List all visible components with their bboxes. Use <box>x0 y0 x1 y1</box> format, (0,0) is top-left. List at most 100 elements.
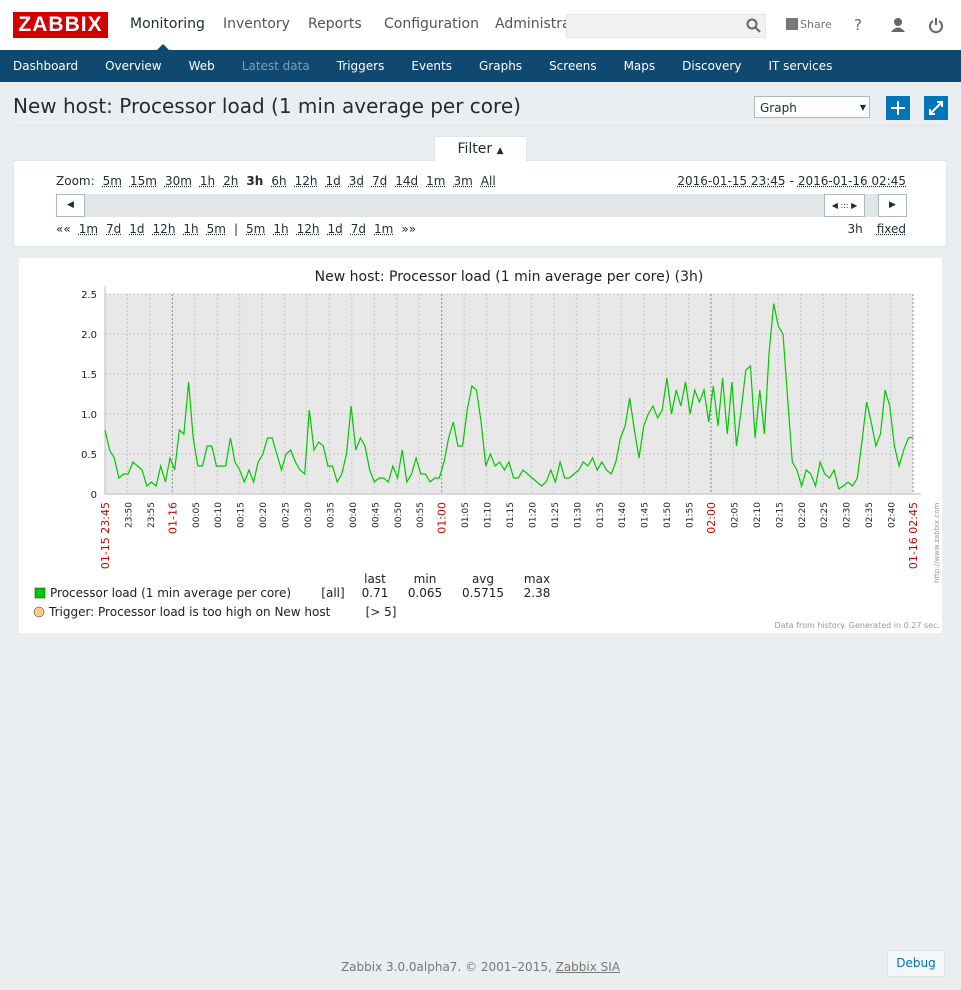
nav-item[interactable]: Reports <box>308 16 362 32</box>
fixed-toggle[interactable]: fixed <box>876 222 906 236</box>
x-tick-label: 02:25 <box>820 502 830 528</box>
scroll-handle[interactable]: ◀ ::: ▶ <box>824 194 865 217</box>
nav-item[interactable]: Configuration <box>384 16 479 32</box>
nav-forward-link[interactable]: 7d <box>350 222 367 236</box>
nav-back-link[interactable]: 12h <box>152 222 176 236</box>
add-button[interactable] <box>886 96 910 120</box>
scroll-left[interactable]: ◀ <box>56 194 85 217</box>
footer: Zabbix 3.0.0alpha7. © 2001–2015, Zabbix … <box>0 960 961 974</box>
zoom-link[interactable]: 1d <box>325 174 341 188</box>
sub-nav-item[interactable]: Dashboard <box>13 59 79 73</box>
x-tick-label: 01:05 <box>461 502 471 528</box>
nav-item[interactable]: Administrat <box>495 16 577 32</box>
sub-nav-item[interactable]: Triggers <box>336 59 385 73</box>
x-tick-label: 00:40 <box>349 502 359 528</box>
title-divider <box>13 125 947 126</box>
nav-forward-link[interactable]: 1d <box>327 222 343 236</box>
y-tick-label: 0 <box>91 490 97 501</box>
nav-forward-link[interactable]: 1m <box>374 222 394 236</box>
nav-back-link[interactable]: 1m <box>78 222 99 236</box>
nav-back-link[interactable]: 1d <box>129 222 145 236</box>
period-range: 2016-01-15 23:45-2016-01-16 02:45 <box>677 174 906 188</box>
logo[interactable]: ZABBIX <box>13 12 108 38</box>
nav-back-link[interactable]: 1h <box>183 222 199 236</box>
zoom-link[interactable]: 6h <box>271 174 287 188</box>
debug-button[interactable]: Debug <box>887 950 945 977</box>
legend-column-header: avg <box>472 572 494 586</box>
zoom-link[interactable]: 1h <box>199 174 216 188</box>
zoom-link[interactable]: 1m <box>426 174 446 188</box>
zoom-link[interactable]: 7d <box>371 174 388 188</box>
x-tick-label: 02:30 <box>843 502 853 528</box>
nav-divider: | <box>234 222 239 236</box>
x-tick-label: 01:25 <box>551 502 561 528</box>
zoom-link[interactable]: 2h <box>223 174 239 188</box>
zoom-label: Zoom: <box>56 174 95 188</box>
scrollbar[interactable] <box>56 194 907 217</box>
nav-forward-link[interactable]: 5m <box>246 222 266 236</box>
x-tick-label: 01:35 <box>596 502 606 528</box>
sub-nav-item[interactable]: Events <box>411 59 452 73</box>
footer-link[interactable]: Zabbix SIA <box>555 960 621 974</box>
x-tick-label: 01:45 <box>641 502 651 528</box>
graph: New host: Processor load (1 min average … <box>33 269 941 630</box>
trigger-name: Trigger: Processor load is too high on N… <box>48 605 331 619</box>
fullscreen-button[interactable] <box>924 96 948 120</box>
profile-icon[interactable] <box>890 17 906 33</box>
x-tick-label: 02:20 <box>798 502 808 528</box>
y-tick-label: 0.5 <box>81 450 97 461</box>
view-select-value: Graph <box>760 101 797 115</box>
period-length: 3h <box>847 222 863 236</box>
sub-nav-item[interactable]: Overview <box>105 59 162 73</box>
nav-item[interactable]: Monitoring <box>130 16 205 32</box>
zoom-link[interactable]: 3d <box>348 174 364 188</box>
sub-nav-item[interactable]: Discovery <box>682 59 742 73</box>
legend-column-header: last <box>364 572 386 586</box>
period-to[interactable]: 2016-01-16 02:45 <box>797 174 906 188</box>
help-link[interactable]: ? <box>854 16 862 34</box>
sub-nav-item[interactable]: Graphs <box>479 59 523 73</box>
share-link[interactable]: Share <box>800 18 832 31</box>
legend-value: 0.71 <box>362 586 389 600</box>
nav-back-link[interactable]: «« <box>56 222 71 236</box>
nav-back-link[interactable]: 7d <box>106 222 122 236</box>
x-tick-label: 01-15 23:45 <box>99 502 112 569</box>
sub-nav-item[interactable]: Latest data <box>241 59 310 73</box>
nav-item[interactable]: Inventory <box>223 16 290 32</box>
sub-nav-item[interactable]: Web <box>188 59 215 73</box>
x-tick-label: 01-16 <box>166 502 179 534</box>
filter-tab[interactable]: Filter ▲ <box>434 136 527 161</box>
sub-nav-item[interactable]: Screens <box>549 59 597 73</box>
sub-nav-item[interactable]: IT services <box>768 59 833 73</box>
scroll-right[interactable]: ▶ <box>878 194 907 217</box>
zoom-link[interactable]: 3h <box>246 174 264 188</box>
nav-back-link[interactable]: 5m <box>206 222 226 236</box>
legend-column-header: max <box>524 572 550 586</box>
zoom-link[interactable]: 14d <box>395 174 419 188</box>
legend-value: 0.065 <box>408 586 442 600</box>
x-tick-label: 01:40 <box>618 502 628 528</box>
zoom-link[interactable]: 15m <box>129 174 157 188</box>
view-select[interactable]: Graph ▼ <box>754 96 870 118</box>
search-icon <box>746 18 761 33</box>
x-tick-label: 01:30 <box>573 502 583 528</box>
x-tick-label: 02:40 <box>888 502 898 528</box>
x-tick-label: 00:50 <box>394 502 404 528</box>
logout-icon[interactable] <box>928 17 944 33</box>
x-tick-label: 23:55 <box>147 502 157 528</box>
zoom-link[interactable]: 5m <box>102 174 122 188</box>
filter-arrow: ▲ <box>496 146 504 156</box>
period-from[interactable]: 2016-01-15 23:45 <box>677 174 786 188</box>
search-box[interactable] <box>566 14 766 38</box>
sub-nav-item[interactable]: Maps <box>623 59 656 73</box>
zoom-link[interactable]: 3m <box>453 174 473 188</box>
header: ZABBIX Share ? Monitoring Inventory Report… <box>0 0 961 50</box>
nav-forward-link[interactable]: »» <box>401 222 417 236</box>
x-tick-label: 00:05 <box>192 502 202 528</box>
zoom-link[interactable]: 30m <box>164 174 192 188</box>
x-tick-label: 00:20 <box>259 502 269 528</box>
nav-forward-link[interactable]: 12h <box>296 222 320 236</box>
nav-forward-link[interactable]: 1h <box>273 222 289 236</box>
zoom-link[interactable]: 12h <box>294 174 318 188</box>
zoom-link[interactable]: All <box>480 174 496 188</box>
